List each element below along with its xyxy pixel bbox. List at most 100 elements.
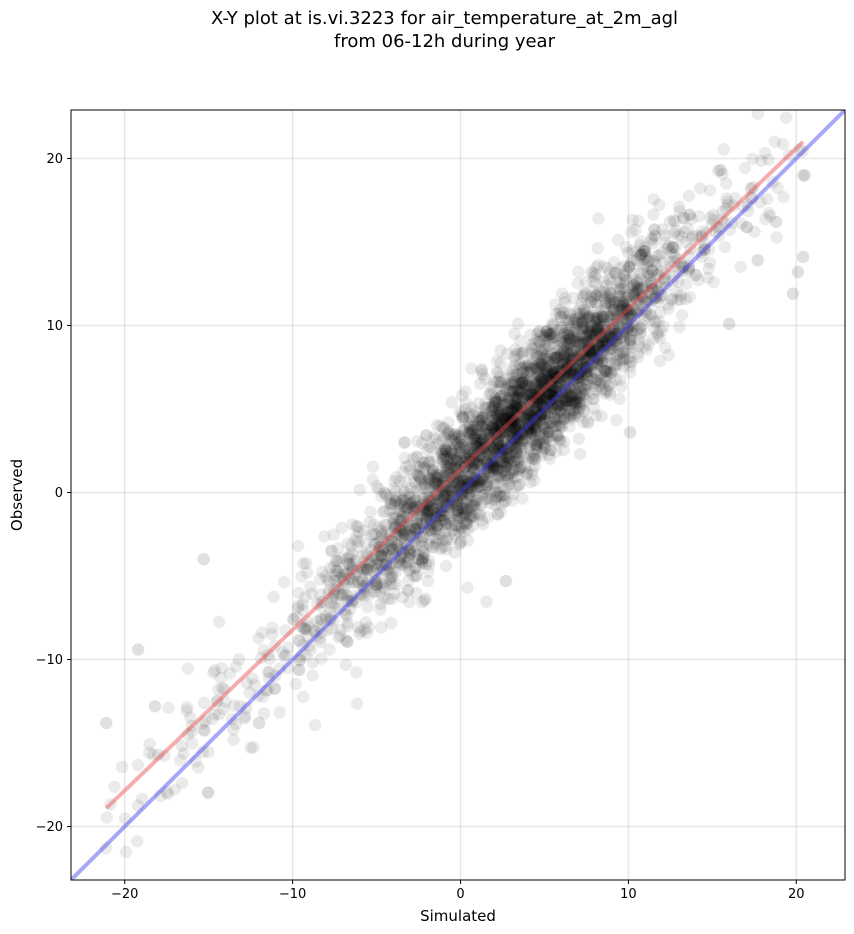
scatter-point (627, 291, 641, 304)
scatter-point (573, 375, 587, 388)
scatter-point (576, 316, 589, 329)
scatter-point (578, 354, 591, 367)
scatter-point (511, 470, 525, 483)
scatter-point (555, 385, 569, 398)
scatter-point (397, 546, 410, 559)
scatter-point (586, 309, 600, 322)
scatter-point (543, 328, 557, 341)
scatter-point (638, 245, 652, 258)
scatter-point (466, 408, 479, 422)
scatter-point (207, 666, 220, 679)
scatter-point (608, 266, 622, 279)
scatter-point (635, 248, 648, 261)
scatter-point (683, 208, 696, 222)
scatter-point (532, 391, 545, 405)
scatter-point (507, 413, 520, 426)
scatter-point (531, 378, 544, 391)
scatter-point (620, 301, 634, 315)
scatter-point (456, 454, 469, 468)
scatter-point (537, 373, 550, 387)
scatter-point (571, 277, 584, 290)
scatter-point (657, 275, 671, 288)
scatter-point (350, 697, 364, 711)
scatter-point (520, 392, 534, 405)
scatter-point (485, 455, 499, 468)
scatter-point (558, 306, 571, 320)
scatter-point (721, 195, 734, 209)
scatter-point (469, 428, 482, 441)
scatter-point (303, 639, 316, 652)
scatter-point (422, 565, 435, 578)
scatter-point (417, 524, 430, 537)
scatter-point (496, 434, 509, 448)
scatter-point (301, 630, 314, 643)
x-tick-label: 10 (620, 887, 637, 902)
scatter-point (494, 376, 508, 389)
scatter-point (567, 316, 580, 330)
scatter-point (658, 267, 672, 280)
scatter-point (605, 366, 618, 380)
scatter-point (494, 489, 507, 503)
scatter-point (504, 447, 517, 460)
scatter-point (292, 633, 306, 647)
scatter-point (452, 508, 465, 521)
scatter-point (547, 330, 560, 344)
scatter-point (437, 513, 450, 527)
scatter-point (563, 333, 577, 346)
scatter-point (461, 473, 474, 487)
scatter-point (278, 575, 291, 589)
scatter-point (382, 534, 395, 547)
scatter-point (336, 568, 349, 582)
scatter-point (542, 386, 555, 400)
scatter-point (485, 492, 498, 506)
scatter-point (705, 218, 718, 232)
scatter-point (384, 497, 398, 510)
scatter-point (620, 265, 633, 278)
scatter-point (470, 475, 483, 488)
scatter-point (602, 379, 615, 392)
scatter-point (456, 410, 469, 423)
scatter-point (572, 333, 586, 346)
scatter-point (323, 643, 336, 656)
scatter-point (608, 295, 621, 309)
scatter-point (548, 411, 562, 425)
scatter-point (517, 373, 531, 386)
scatter-point (584, 345, 598, 359)
scatter-point (437, 431, 451, 444)
scatter-point (503, 415, 516, 428)
scatter-point (500, 418, 514, 432)
scatter-point (438, 487, 452, 500)
scatter-point (451, 492, 464, 505)
scatter-point (541, 430, 555, 444)
scatter-point (521, 422, 534, 435)
scatter-point (534, 360, 547, 374)
scatter-point (463, 501, 476, 515)
scatter-point (468, 452, 481, 465)
scatter-point (626, 324, 639, 337)
scatter-point (511, 429, 524, 442)
scatter-point (502, 467, 516, 480)
scatter-point (525, 410, 538, 424)
scatter-point (526, 353, 540, 367)
scatter-point (437, 452, 450, 466)
scatter-point (677, 211, 690, 225)
scatter-point (610, 414, 623, 427)
scatter-point (612, 347, 626, 360)
scatter-point (448, 428, 461, 441)
y-tick-label: −20 (36, 820, 63, 835)
scatter-point (573, 353, 586, 367)
scatter-point (431, 437, 444, 451)
scatter-point (469, 507, 483, 521)
scatter-point (611, 233, 625, 247)
scatter-point (475, 443, 488, 456)
x-tick-label: −20 (111, 887, 138, 902)
scatter-point (495, 423, 508, 436)
scatter-point (562, 315, 576, 329)
scatter-point (501, 458, 514, 471)
scatter-point (326, 592, 339, 606)
scatter-point (374, 541, 388, 554)
scatter-point (579, 365, 593, 378)
scatter-point (361, 563, 374, 576)
scatter-point (564, 332, 577, 346)
scatter-point (575, 353, 589, 367)
